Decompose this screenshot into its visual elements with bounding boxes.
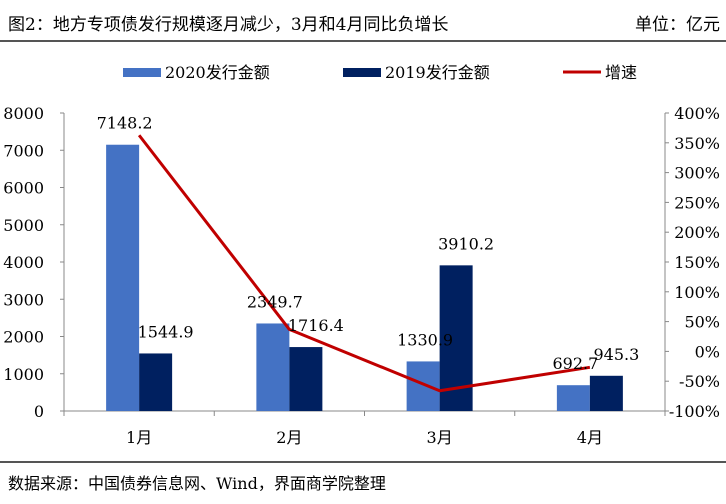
right-tick-label: 300%: [674, 164, 720, 183]
legend-label-2019: 2019发行金额: [385, 63, 490, 82]
data-label-2019: 3910.2: [438, 234, 494, 253]
bar-2020: [406, 361, 440, 411]
top-rule: [0, 40, 726, 42]
x-tick-label: 1月: [126, 428, 152, 447]
bar-2019: [589, 375, 623, 411]
right-tick-label: 100%: [674, 283, 720, 302]
bar-2020: [256, 323, 290, 411]
right-tick-label: 50%: [684, 313, 720, 332]
unit-label: 单位：亿元: [635, 15, 720, 35]
chart-header: 图2：地方专项债发行规模逐月减少，3月和4月同比负增长 单位：亿元: [0, 0, 726, 40]
right-tick-label: 150%: [674, 253, 720, 272]
legend-swatch-2019: [343, 68, 381, 77]
left-tick-label: 2000: [3, 328, 44, 347]
bar-2019: [139, 353, 173, 411]
left-tick-label: 6000: [3, 179, 44, 198]
right-tick-label: -100%: [669, 402, 720, 421]
legend-label-2020: 2020发行金额: [165, 63, 270, 82]
data-label-2019: 1716.4: [288, 316, 344, 335]
bar-2020: [556, 385, 590, 411]
data-label-2019: 945.3: [593, 345, 639, 364]
x-tick-label: 4月: [577, 428, 603, 447]
data-label-2020: 692.7: [552, 354, 598, 373]
bar-2020: [106, 144, 140, 411]
left-tick-label: 7000: [3, 141, 44, 160]
right-tick-label: 250%: [674, 193, 720, 212]
left-tick-label: 4000: [3, 253, 44, 272]
right-tick-label: -50%: [679, 372, 720, 391]
left-tick-label: 5000: [3, 216, 44, 235]
x-tick-label: 3月: [427, 428, 453, 447]
right-tick-label: 400%: [674, 104, 720, 123]
bottom-rule: [0, 461, 726, 463]
data-label-2020: 7148.2: [97, 114, 153, 133]
data-label-2020: 1330.9: [397, 330, 453, 349]
left-tick-label: 1000: [3, 365, 44, 384]
data-label-2020: 2349.7: [247, 292, 303, 311]
legend-swatch-2020: [123, 68, 161, 77]
chart-title: 图2：地方专项债发行规模逐月减少，3月和4月同比负增长: [8, 15, 449, 35]
right-tick-label: 200%: [674, 223, 720, 242]
right-tick-label: 0%: [695, 342, 720, 361]
left-tick-label: 8000: [3, 104, 44, 123]
left-tick-label: 0: [34, 402, 44, 421]
legend-label-growth: 增速: [605, 63, 637, 82]
growth-line: [137, 134, 591, 393]
bar-2019: [289, 347, 323, 411]
left-tick-label: 3000: [3, 290, 44, 309]
source-note: 数据来源：中国债券信息网、Wind，界面商学院整理: [8, 474, 386, 493]
right-tick-label: 350%: [674, 134, 720, 153]
data-label-2019: 1544.9: [138, 322, 194, 341]
x-tick-label: 2月: [276, 428, 302, 447]
